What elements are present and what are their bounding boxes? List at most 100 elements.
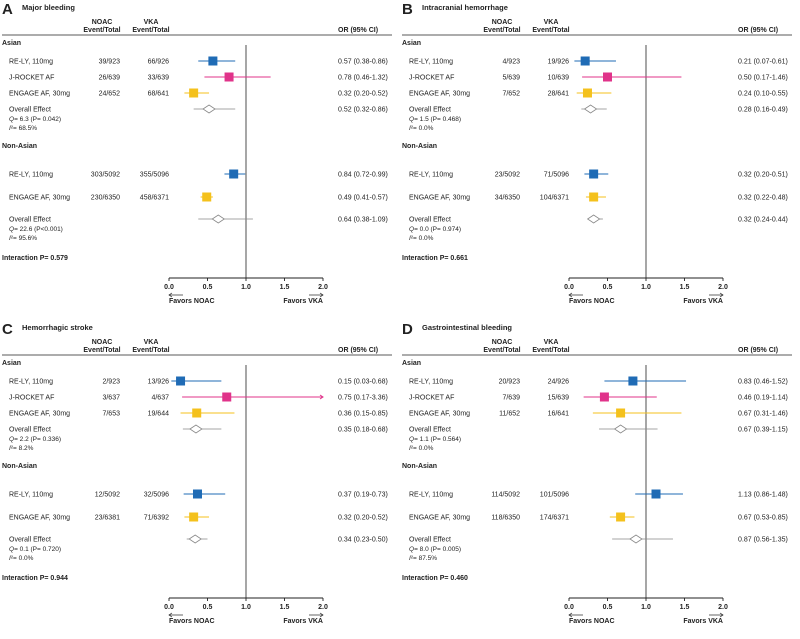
x-tick-label: 1.0	[641, 284, 651, 291]
point-estimate	[192, 408, 202, 418]
or-ci-text: 0.32 (0.24-0.44)	[738, 217, 788, 224]
header-vka: VKA	[144, 19, 159, 26]
header-noac: NOAC	[492, 339, 513, 346]
panel-letter: D	[402, 321, 413, 338]
noac-events: 3/637	[102, 395, 120, 402]
or-ci-text: 0.46 (0.19-1.14)	[738, 395, 788, 402]
study-label: ENGAGE AF, 30mg	[409, 195, 470, 202]
heterogeneity-text: I²= 68.5%	[9, 125, 37, 132]
point-estimate	[651, 489, 661, 499]
heterogeneity-text: Q= 6.3 (P= 0.042)	[9, 116, 61, 123]
x-tick-label: 2.0	[318, 284, 328, 291]
favors-right-arrowhead	[719, 292, 724, 298]
overall-label: Overall Effect	[409, 107, 451, 114]
vka-events: 10/639	[548, 75, 570, 82]
heterogeneity-text: I²= 0.0%	[9, 555, 34, 562]
favors-left-arrowhead	[568, 292, 573, 298]
vka-events: 24/926	[548, 379, 570, 386]
or-ci-text: 0.50 (0.17-1.46)	[738, 75, 788, 82]
x-tick-label: 0.0	[164, 284, 174, 291]
noac-events: 23/5092	[495, 172, 520, 179]
header-or: OR (95% CI)	[738, 27, 778, 34]
study-label: RE-LY, 110mg	[9, 59, 53, 66]
overall-label: Overall Effect	[9, 427, 51, 434]
heterogeneity-text: Q= 8.0 (P= 0.005)	[409, 546, 461, 553]
vka-events: 68/641	[148, 91, 170, 98]
study-label: ENGAGE AF, 30mg	[409, 515, 470, 522]
x-tick-label: 2.0	[718, 284, 728, 291]
noac-events: 118/6350	[491, 515, 520, 522]
interaction-p: Interaction P= 0.944	[2, 575, 68, 582]
overall-label: Overall Effect	[409, 427, 451, 434]
point-estimate	[616, 408, 626, 418]
header-vka-sub: Event/Total	[532, 347, 569, 354]
overall-diamond	[189, 424, 203, 434]
vka-events: 174/6371	[540, 515, 569, 522]
favors-vka-label: Favors VKA	[683, 618, 723, 625]
favors-noac-label: Favors NOAC	[169, 298, 215, 305]
vka-events: 71/6392	[144, 515, 169, 522]
or-ci-text: 0.52 (0.32-0.86)	[338, 107, 388, 114]
noac-events: 23/6381	[95, 515, 120, 522]
vka-events: 19/926	[548, 59, 570, 66]
x-tick-label: 2.0	[318, 604, 328, 611]
overall-label: Overall Effect	[9, 217, 51, 224]
or-ci-text: 0.36 (0.15-0.85)	[338, 411, 388, 418]
header-vka: VKA	[544, 339, 559, 346]
x-tick-label: 1.5	[680, 604, 690, 611]
panel-title: Intracranial hemorrhage	[422, 3, 508, 12]
overall-label: Overall Effect	[9, 537, 51, 544]
or-ci-text: 0.32 (0.20-0.52)	[338, 91, 388, 98]
study-label: RE-LY, 110mg	[9, 379, 53, 386]
study-label: ENGAGE AF, 30mg	[9, 411, 70, 418]
noac-events: 26/639	[99, 75, 121, 82]
favors-vka-label: Favors VKA	[283, 618, 323, 625]
group-label: Non-Asian	[2, 463, 37, 470]
noac-events: 5/639	[502, 75, 520, 82]
heterogeneity-text: I²= 0.0%	[409, 235, 434, 242]
panel-letter: B	[402, 1, 413, 18]
x-tick-label: 0.0	[564, 284, 574, 291]
heterogeneity-text: Q= 1.1 (P= 0.564)	[409, 436, 461, 443]
noac-events: 7/652	[502, 91, 520, 98]
or-ci-text: 0.84 (0.72-0.99)	[338, 172, 388, 179]
panel-title: Major bleeding	[22, 3, 75, 12]
heterogeneity-text: Q= 0.0 (P= 0.974)	[409, 226, 461, 233]
interaction-p: Interaction P= 0.460	[402, 575, 468, 582]
header-vka: VKA	[144, 339, 159, 346]
noac-events: 7/639	[502, 395, 520, 402]
study-label: ENGAGE AF, 30mg	[409, 91, 470, 98]
overall-diamond	[613, 424, 628, 434]
x-tick-label: 1.5	[280, 284, 290, 291]
overall-diamond	[202, 104, 216, 114]
noac-events: 24/652	[99, 91, 121, 98]
heterogeneity-text: Q= 0.1 (P= 0.720)	[9, 546, 61, 553]
overall-diamond	[583, 104, 598, 114]
header-vka-sub: Event/Total	[132, 347, 169, 354]
vka-events: 355/5096	[140, 172, 169, 179]
overall-diamond	[629, 534, 643, 544]
or-ci-text: 0.21 (0.07-0.61)	[738, 59, 788, 66]
vka-events: 15/639	[548, 395, 570, 402]
or-ci-text: 0.57 (0.38-0.86)	[338, 59, 388, 66]
group-label: Asian	[402, 40, 421, 47]
study-label: RE-LY, 110mg	[409, 172, 453, 179]
header-or: OR (95% CI)	[738, 347, 778, 354]
heterogeneity-text: I²= 8.2%	[9, 445, 34, 452]
favors-right-arrowhead	[719, 612, 724, 618]
study-label: ENGAGE AF, 30mg	[9, 91, 70, 98]
point-estimate	[202, 192, 212, 202]
noac-events: 7/653	[102, 411, 120, 418]
or-ci-text: 1.13 (0.86-1.48)	[738, 492, 788, 499]
or-ci-text: 0.87 (0.56-1.35)	[738, 537, 788, 544]
header-noac-sub: Event/Total	[83, 27, 120, 34]
vka-events: 104/6371	[540, 195, 569, 202]
panel-letter: A	[2, 1, 13, 18]
heterogeneity-text: I²= 87.5%	[409, 555, 437, 562]
study-label: RE-LY, 110mg	[409, 59, 453, 66]
favors-right-arrowhead	[319, 292, 324, 298]
group-label: Asian	[402, 360, 421, 367]
noac-events: 39/923	[99, 59, 121, 66]
study-label: ENGAGE AF, 30mg	[409, 411, 470, 418]
heterogeneity-text: Q= 22.6 (P<0.001)	[9, 226, 63, 233]
